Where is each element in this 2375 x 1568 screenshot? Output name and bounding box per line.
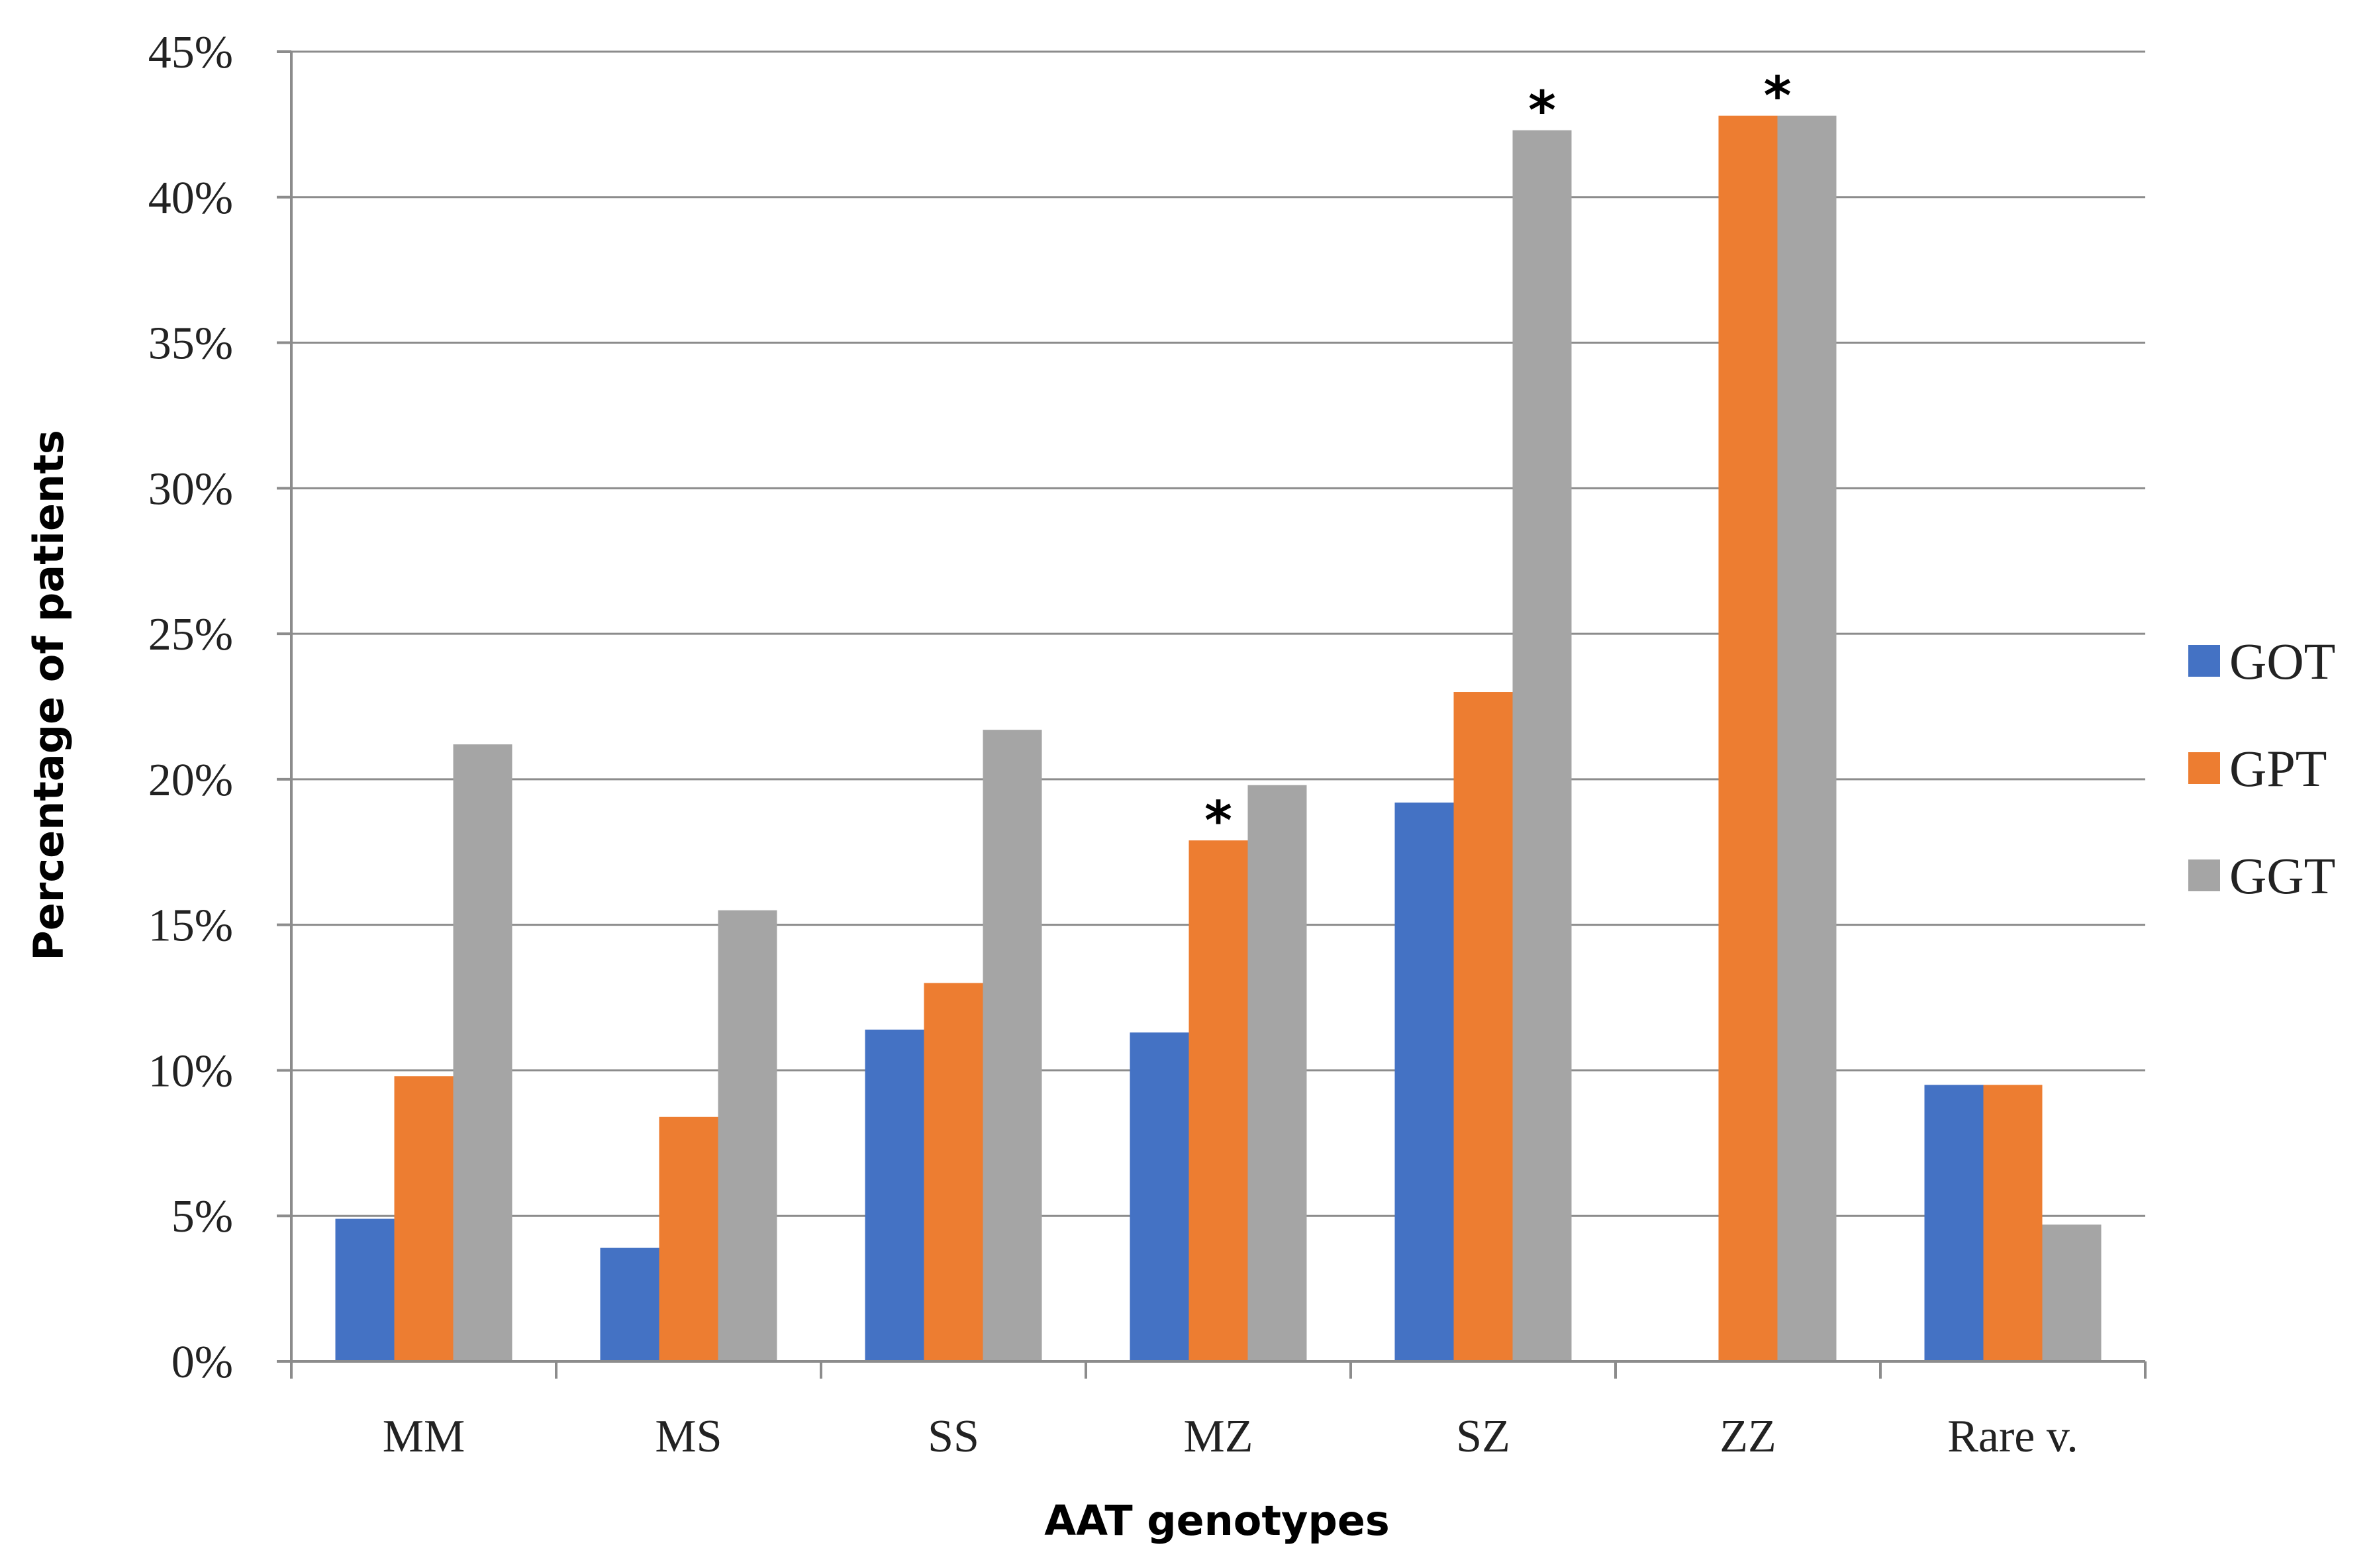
bar-gpt — [659, 1116, 718, 1361]
bar-got — [600, 1248, 659, 1361]
gridlines — [291, 50, 2145, 1217]
bar-ggt — [453, 744, 512, 1361]
bar-gpt — [1188, 840, 1248, 1361]
bar-gpt — [394, 1076, 454, 1361]
bar-gpt — [924, 983, 983, 1361]
bars — [335, 115, 2102, 1362]
x-tick-label: Rare v. — [1947, 1411, 2078, 1462]
bar-got — [1394, 803, 1454, 1361]
legend: GOT GPT GGT — [2188, 632, 2335, 905]
bar-got — [865, 1029, 924, 1361]
legend-swatch-gpt — [2188, 752, 2220, 784]
bar-ggt — [1777, 115, 1837, 1361]
bar-got — [1130, 1032, 1189, 1361]
x-tick-label: MM — [383, 1411, 465, 1462]
bar-ggt — [2042, 1224, 2102, 1361]
y-tick-labels: 0% 5% 10% 15% 20% 25% 30% 35% 40% 45% — [148, 27, 233, 1388]
legend-label-gpt: GPT — [2229, 740, 2327, 797]
y-tick-label: 35% — [148, 318, 233, 369]
x-tick-label: SS — [928, 1411, 979, 1462]
x-tick-label: ZZ — [1720, 1411, 1776, 1462]
bar-got — [1924, 1085, 1984, 1361]
axes — [277, 50, 2147, 1379]
x-tick-label: SZ — [1456, 1411, 1510, 1462]
legend-label-ggt: GGT — [2229, 847, 2335, 905]
significance-marker: * — [1204, 790, 1232, 852]
bar-ggt — [718, 910, 777, 1361]
legend-swatch-ggt — [2188, 859, 2220, 891]
bar-ggt — [983, 730, 1042, 1361]
y-axis-title: Percentage of patients — [24, 430, 73, 961]
legend-swatch-got — [2188, 645, 2220, 677]
y-tick-label: 30% — [148, 464, 233, 514]
x-tick-label: MZ — [1184, 1411, 1253, 1462]
y-tick-label: 0% — [171, 1337, 233, 1388]
bar-ggt — [1247, 785, 1307, 1361]
x-tick-label: MS — [655, 1411, 722, 1462]
y-tick-label: 25% — [148, 609, 233, 660]
bar-ggt — [1512, 130, 1572, 1362]
legend-label-got: GOT — [2229, 632, 2335, 690]
significance-marker: * — [1528, 80, 1556, 142]
y-tick-label: 45% — [148, 27, 233, 78]
y-tick-label: 20% — [148, 755, 233, 806]
bar-gpt — [1718, 115, 1778, 1361]
x-axis-title: AAT genotypes — [1044, 1496, 1390, 1545]
y-tick-label: 15% — [148, 901, 233, 952]
y-tick-label: 10% — [148, 1046, 233, 1097]
annotations: * * * — [1204, 66, 1791, 852]
bar-got — [335, 1218, 395, 1361]
bar-gpt — [1983, 1085, 2043, 1361]
x-tick-labels: MM MS SS MZ SZ ZZ Rare v. — [383, 1411, 2078, 1462]
significance-marker: * — [1764, 66, 1792, 127]
y-tick-label: 40% — [148, 173, 233, 224]
bar-gpt — [1453, 692, 1513, 1361]
y-tick-label: 5% — [171, 1191, 233, 1242]
